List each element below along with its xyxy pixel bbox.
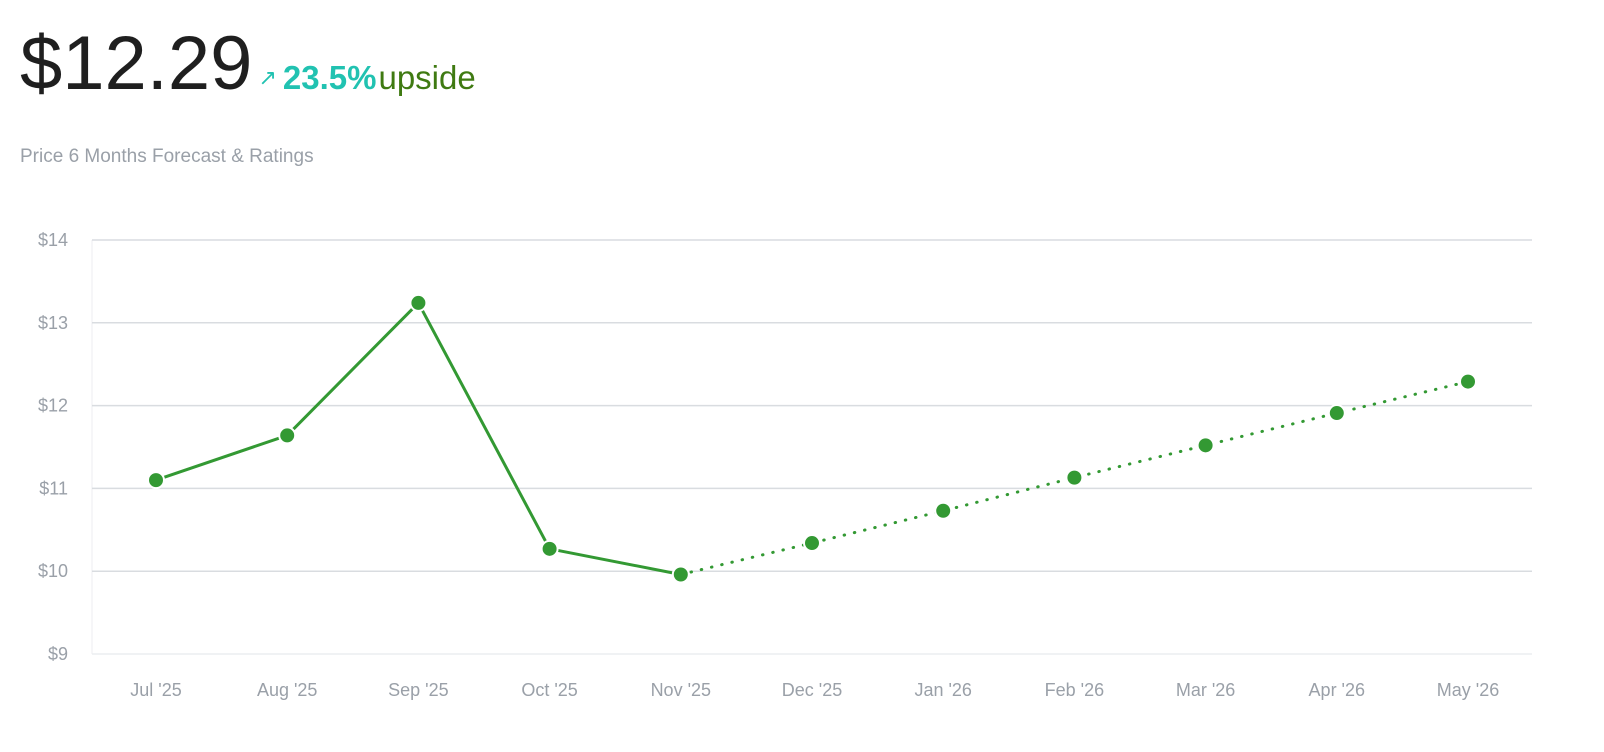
- chart-lines: [154, 301, 1470, 576]
- x-tick-label: Apr '26: [1309, 680, 1365, 700]
- current-price: $12.29: [20, 21, 253, 106]
- x-tick-label: Feb '26: [1045, 680, 1104, 700]
- price-header: $12.29 ↗ 23.5% upside: [20, 26, 476, 102]
- data-point: [540, 539, 559, 558]
- data-point: [409, 293, 428, 312]
- data-point: [803, 534, 821, 553]
- x-tick-label: Nov '25: [651, 680, 711, 700]
- x-tick-label: May '26: [1437, 680, 1499, 700]
- data-point: [1459, 372, 1477, 391]
- x-tick-label: Oct '25: [521, 680, 577, 700]
- y-tick-label: $11: [39, 478, 68, 498]
- arrow-up-right-icon: ↗: [258, 65, 277, 90]
- data-point: [671, 565, 690, 584]
- x-tick-label: Dec '25: [782, 680, 842, 700]
- chart-grid: [91, 239, 1532, 655]
- x-axis: Jul '25 Aug '25 Sep '25 Oct '25 Nov '25 Dec '…: [130, 680, 1499, 700]
- history-line: [154, 301, 683, 576]
- x-tick-label: Sep '25: [388, 680, 449, 700]
- x-tick-label: Jul '25: [130, 680, 181, 700]
- data-point: [1065, 468, 1084, 487]
- price-forecast-chart: $9 $10 $11 $12 $13 $14 Jul '25 Aug '25 Sep '25 O…: [38, 230, 1532, 700]
- y-tick-label: $9: [48, 644, 68, 664]
- data-point: [1196, 436, 1215, 455]
- y-tick-label: $10: [38, 561, 68, 581]
- x-tick-label: Jan '26: [914, 680, 971, 700]
- data-point: [278, 426, 297, 445]
- upside-label: upside: [378, 59, 476, 96]
- y-tick-label: $14: [38, 230, 68, 250]
- y-axis: $9 $10 $11 $12 $13 $14: [38, 230, 68, 664]
- chart-points: [147, 293, 1477, 584]
- y-tick-label: $12: [38, 396, 68, 416]
- x-tick-label: Aug '25: [257, 680, 318, 700]
- data-point: [934, 501, 953, 520]
- data-point: [147, 471, 165, 490]
- y-tick-label: $13: [38, 313, 68, 333]
- x-tick-label: Mar '26: [1176, 680, 1235, 700]
- data-point: [1327, 404, 1346, 423]
- upside-percent: 23.5%: [282, 59, 377, 96]
- chart-subtitle: Price 6 Months Forecast & Ratings: [20, 146, 314, 167]
